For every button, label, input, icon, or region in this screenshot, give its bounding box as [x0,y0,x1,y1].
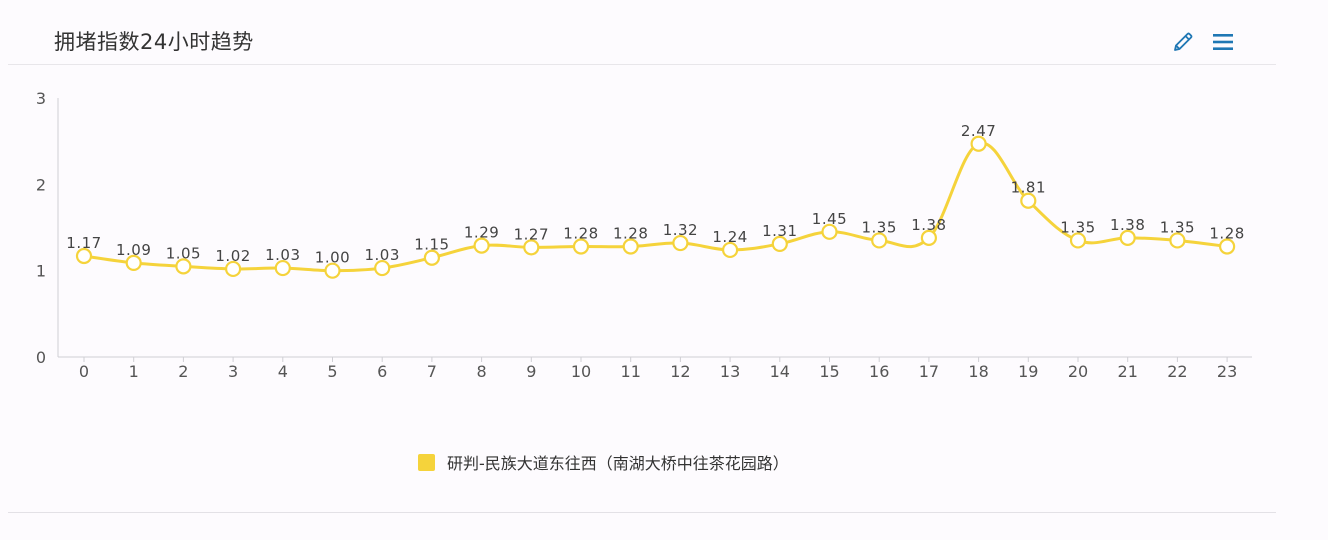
data-label: 1.38 [911,216,946,234]
x-tick-label: 6 [377,362,387,381]
data-point [871,232,888,249]
pencil-icon [1174,32,1193,51]
data-point [821,223,838,240]
data-label: 1.00 [315,249,350,267]
legend-item[interactable]: 研判-民族大道东往西（南湖大桥中往茶花园路） [418,450,789,474]
data-point [374,259,391,277]
data-label: 1.05 [166,244,201,262]
data-point [1020,192,1037,209]
data-label: 1.28 [613,224,648,242]
data-label: 2.47 [961,122,996,140]
x-tick-label: 15 [819,362,839,381]
data-label: 1.03 [364,246,399,264]
x-tick-label: 20 [1068,362,1088,381]
x-tick-label: 3 [228,362,238,381]
data-point [1119,229,1136,246]
data-point [622,238,639,255]
data-label: 1.81 [1011,179,1046,197]
data-point [1218,238,1236,255]
data-label: 1.35 [861,218,896,236]
data-label: 1.31 [762,222,797,240]
data-label: 1.03 [265,246,300,264]
x-tick-label: 4 [278,362,288,381]
x-tick-label: 16 [869,362,889,381]
data-point [523,239,540,256]
x-tick-label: 21 [1118,362,1138,381]
data-point [970,135,987,152]
data-label: 1.17 [66,234,101,252]
data-label: 1.02 [215,247,250,265]
menu-button[interactable] [1210,29,1236,55]
x-tick-label: 19 [1018,362,1038,381]
y-tick-label: 3 [36,89,46,108]
x-tick-label: 17 [919,362,939,381]
data-label: 1.35 [1160,218,1195,236]
data-point [1169,232,1186,249]
x-tick-label: 2 [178,362,188,381]
x-tick-label: 8 [477,362,487,381]
data-label: 1.28 [1209,224,1244,242]
y-tick-label: 1 [36,262,46,281]
data-label: 1.35 [1060,218,1095,236]
data-label: 1.28 [563,224,598,242]
hamburger-menu-icon [1213,34,1233,50]
data-label: 1.29 [464,224,499,242]
x-tick-label: 0 [79,362,89,381]
edit-button[interactable] [1170,29,1196,55]
x-tick-label: 9 [526,362,536,381]
data-point [175,258,192,275]
data-point [721,241,739,259]
legend-label: 研判-民族大道东往西（南湖大桥中往茶花园路） [447,454,789,473]
x-tick-label: 11 [621,362,641,381]
panel-title: 拥堵指数24小时趋势 [54,30,254,54]
data-label: 1.24 [712,228,747,246]
data-label: 1.27 [514,225,549,243]
data-label: 1.09 [116,241,151,259]
data-point [225,260,242,278]
data-point [920,229,938,246]
x-tick-label: 5 [327,362,337,381]
x-tick-label: 23 [1217,362,1237,381]
data-label: 1.32 [663,221,698,239]
data-point [1069,232,1087,249]
y-tick-label: 0 [36,348,46,367]
x-tick-label: 18 [968,362,988,381]
data-label: 1.45 [812,210,847,228]
x-tick-label: 10 [571,362,591,381]
x-tick-label: 14 [770,362,790,381]
data-point [324,262,341,279]
data-point [423,249,440,266]
chart-header: 拥堵指数24小时趋势 [0,0,1328,64]
x-tick-label: 7 [427,362,437,381]
data-point [473,237,490,254]
data-label: 1.15 [414,236,449,254]
y-tick-label: 2 [36,175,46,194]
legend-swatch [418,453,435,471]
x-tick-label: 12 [670,362,690,381]
data-point [572,238,590,255]
header-divider [8,64,1276,65]
x-tick-label: 1 [129,362,139,381]
data-point [672,234,689,252]
data-point [274,259,291,277]
chart-toolbar [1170,28,1236,56]
series-line [83,141,1228,273]
data-point [771,235,788,253]
data-label: 1.38 [1110,216,1145,234]
footer-divider [8,512,1276,513]
x-tick-label: 13 [720,362,740,381]
data-point [125,254,142,271]
x-tick-label: 22 [1167,362,1187,381]
data-point [75,247,93,265]
